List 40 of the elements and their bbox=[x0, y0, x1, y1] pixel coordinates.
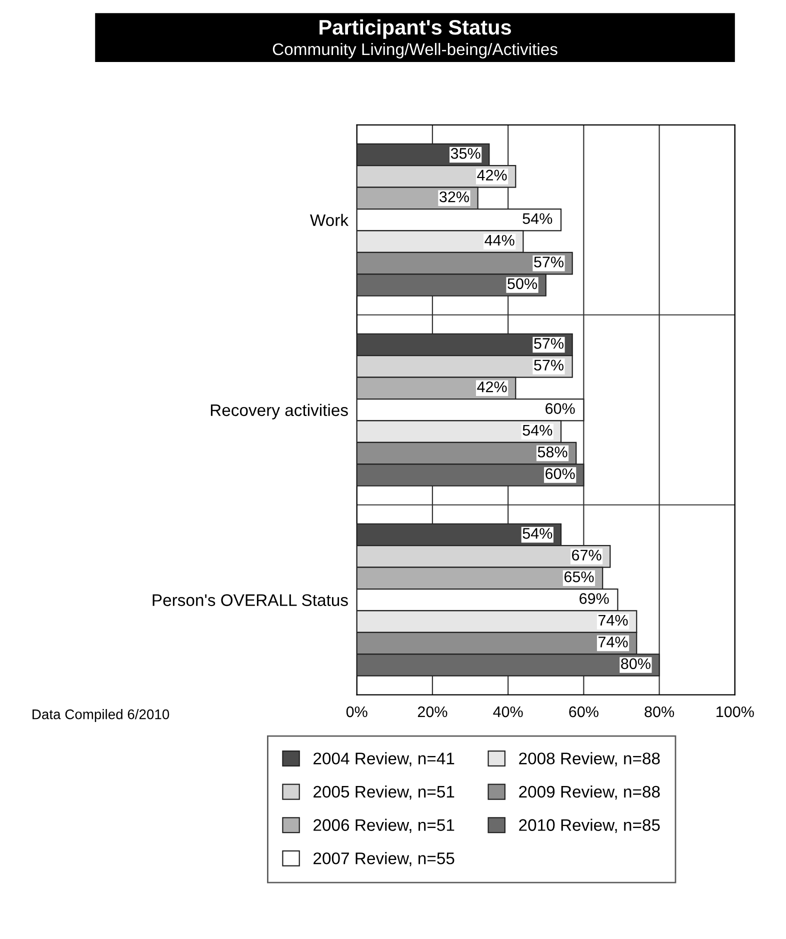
text: Data Compiled 6/2010 bbox=[32, 709, 170, 722]
legend-label: 2010 Review, n=85 bbox=[519, 818, 660, 833]
data-label: 32% bbox=[440, 191, 469, 202]
data-label: 54% bbox=[522, 424, 552, 436]
y-tick-label: Person's OVERALL Status bbox=[152, 594, 348, 606]
x-tick-label: 100% bbox=[716, 706, 754, 718]
x-tick-label: 40% bbox=[493, 706, 523, 718]
legend-label: 2009 Review, n=88 bbox=[519, 785, 660, 800]
data-label: 69% bbox=[580, 593, 609, 604]
data-label: 54% bbox=[522, 213, 552, 224]
legend-label: 2004 Review, n=41 bbox=[314, 752, 454, 766]
data-label: 74% bbox=[598, 636, 628, 648]
x-tick-label: 80% bbox=[644, 706, 674, 718]
y-tick-label: Recovery activities bbox=[210, 404, 348, 420]
x-tick-label: 0% bbox=[346, 706, 368, 718]
data-label: 44% bbox=[484, 234, 514, 246]
legend-label: 2005 Review, n=51 bbox=[314, 785, 454, 800]
data-label: 57% bbox=[534, 338, 564, 349]
data-label: 74% bbox=[598, 614, 628, 626]
data-label: 50% bbox=[508, 278, 538, 290]
data-label: 57% bbox=[534, 360, 564, 371]
legend-label: 2007 Review, n=55 bbox=[314, 852, 454, 866]
data-label: 60% bbox=[546, 403, 575, 414]
x-tick-label: 20% bbox=[418, 706, 448, 718]
data-label: 57% bbox=[534, 256, 564, 268]
chart-title: Participant's Status bbox=[320, 19, 511, 39]
data-label: 65% bbox=[564, 571, 594, 582]
x-tick-label: 60% bbox=[569, 706, 598, 718]
data-label: 67% bbox=[572, 550, 602, 561]
data-label: 54% bbox=[522, 528, 552, 539]
y-tick-label: Work bbox=[310, 214, 349, 226]
legend-label: 2008 Review, n=88 bbox=[519, 752, 660, 766]
data-label: 60% bbox=[546, 468, 575, 480]
data-label: 35% bbox=[450, 148, 480, 159]
chart-subtitle: Community Living/Well-being/Activities bbox=[272, 42, 558, 58]
data-label: 58% bbox=[538, 446, 568, 458]
legend-label: 2006 Review, n=51 bbox=[314, 818, 454, 833]
data-label: 42% bbox=[477, 381, 507, 392]
data-label: 80% bbox=[621, 658, 650, 670]
data-label: 42% bbox=[477, 170, 507, 180]
